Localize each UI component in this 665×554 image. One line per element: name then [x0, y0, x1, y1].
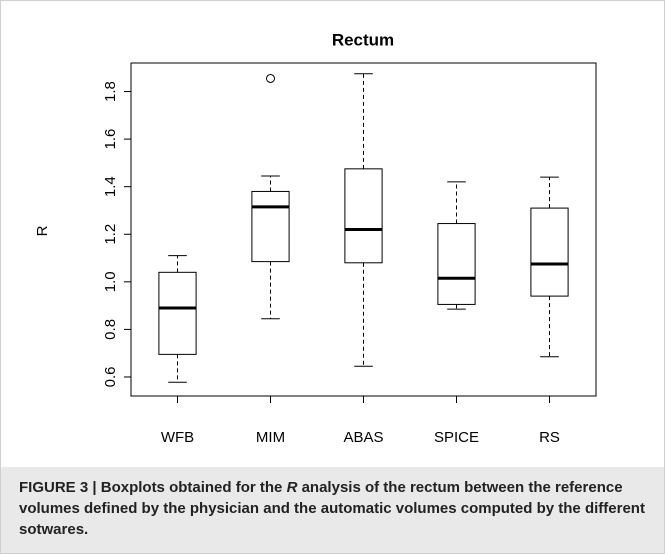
y-tick-label: 0.8: [102, 319, 119, 340]
y-tick-label: 1.4: [102, 176, 119, 197]
caption-italic: R: [286, 479, 298, 496]
x-tick-label: ABAS: [343, 429, 383, 446]
y-tick-label: 1.0: [102, 271, 119, 292]
caption-text: Boxplots obtained for the: [100, 479, 287, 496]
y-tick-label: 1.6: [102, 129, 119, 150]
box: [251, 190, 290, 263]
y-axis-label: R: [34, 225, 51, 236]
box: [158, 271, 197, 355]
box: [530, 207, 569, 297]
chart-title: Rectum: [332, 30, 394, 49]
caption-label: FIGURE 3: [19, 479, 89, 496]
caption: FIGURE 3 | Boxplots obtained for the R a…: [1, 467, 664, 553]
x-tick-label: RS: [539, 429, 560, 446]
caption-text: analysis of the rectum between the refer…: [19, 479, 645, 538]
x-tick-label: WFB: [161, 429, 194, 446]
box: [437, 223, 476, 305]
y-tick-label: 1.2: [102, 224, 119, 245]
y-tick-label: 0.6: [102, 367, 119, 388]
box: [344, 168, 383, 264]
chart: Rectum R 0.6 0.8 1.0 1.2 1.4 1.6 1.8 WFB MIM ABAS…: [34, 30, 597, 446]
y-tick-label: 1.8: [102, 81, 119, 102]
outlier: [266, 73, 275, 83]
x-tick-label: SPICE: [434, 429, 479, 446]
x-tick-label: MIM: [256, 429, 285, 446]
